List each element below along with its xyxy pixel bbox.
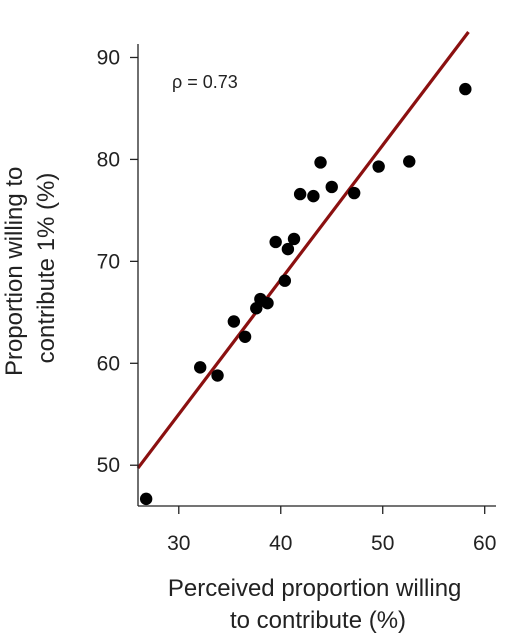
ticks: 30 40 50 60 50 60 70 80 90 xyxy=(97,46,497,555)
y-tick-label: 90 xyxy=(97,46,120,69)
data-point xyxy=(314,156,327,169)
data-point xyxy=(347,186,361,200)
x-axis-title-line-2: to contribute (%) xyxy=(230,607,406,634)
data-point xyxy=(293,187,307,201)
y-axis-title: Proportion willing to contribute 1% (%) xyxy=(1,160,60,376)
data-point xyxy=(459,82,472,96)
data-point xyxy=(139,492,153,506)
x-tick-label: 60 xyxy=(473,532,496,555)
correlation-annotation: ρ = 0.73 xyxy=(172,72,238,92)
data-points xyxy=(139,82,472,506)
data-point xyxy=(261,296,274,310)
x-axis-title-line-1: Perceived proportion willing xyxy=(168,575,461,602)
data-point xyxy=(194,361,207,374)
data-point xyxy=(325,180,338,194)
x-tick-label: 30 xyxy=(167,532,190,555)
data-point xyxy=(227,315,241,328)
y-axis-title-line-1: Proportion willing to xyxy=(1,167,28,376)
y-tick-label: 70 xyxy=(97,250,120,273)
y-tick-label: 60 xyxy=(97,352,120,375)
y-axis-title-line-2: contribute 1% (%) xyxy=(33,173,60,364)
data-point xyxy=(238,330,252,343)
fit-line-layer xyxy=(136,31,470,470)
data-point xyxy=(211,369,224,382)
y-tick-label: 80 xyxy=(97,148,120,171)
x-tick-label: 40 xyxy=(269,532,292,555)
x-axis-title: Perceived proportion willing to contribu… xyxy=(168,575,468,634)
fit-line xyxy=(136,31,470,470)
data-point xyxy=(278,274,292,287)
data-point xyxy=(287,232,301,246)
data-point xyxy=(269,235,282,249)
data-point xyxy=(307,189,320,203)
data-point xyxy=(403,155,416,168)
x-tick-label: 50 xyxy=(371,532,394,555)
data-point xyxy=(372,160,385,173)
data-point xyxy=(281,242,295,256)
y-tick-label: 50 xyxy=(97,454,120,477)
axes xyxy=(137,44,496,507)
